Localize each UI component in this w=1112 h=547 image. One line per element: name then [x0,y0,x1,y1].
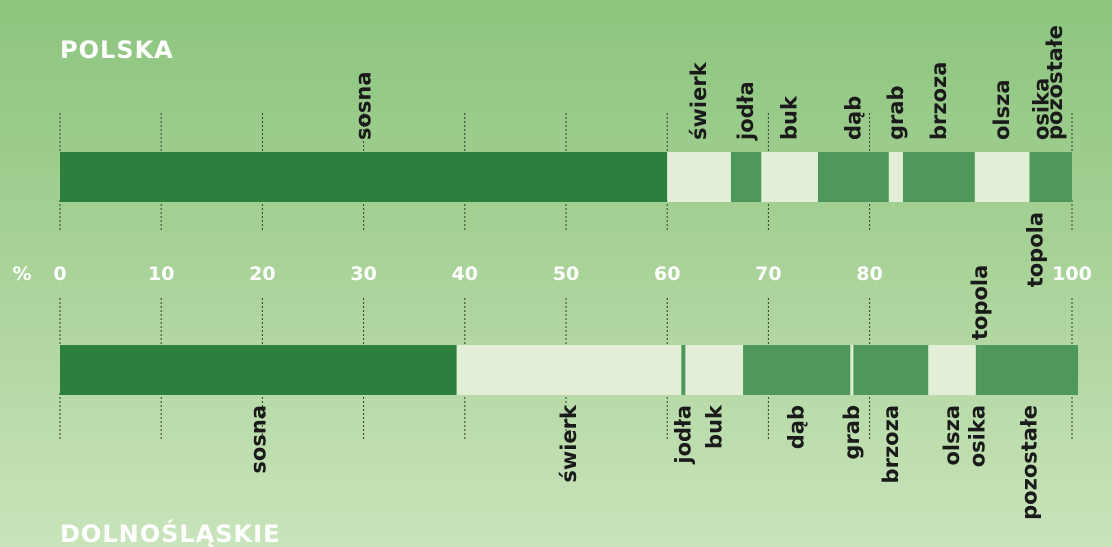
bar-segment-1-3 [685,345,744,395]
bar-segment-1-6 [853,345,929,395]
segment-label: olsza [940,405,964,466]
bar-segment-1-2 [681,345,686,395]
segment-label: olsza [990,79,1014,140]
tick-label: 10 [148,263,174,285]
bar-segment-0-8 [1029,152,1034,202]
segment-label: buk [778,95,802,140]
tick-label: 70 [755,263,781,285]
bar-segment-1-9 [978,345,981,395]
bar-segment-0-10 [1037,152,1072,202]
bar-segment-0-5 [888,152,903,202]
segment-label: dąb [841,96,865,140]
segment-label: sosna [352,71,376,140]
bar-segment-0-4 [817,152,889,202]
bar-segment-1-7 [928,345,976,395]
segment-label: brzoza [927,62,951,140]
segment-label: grab [884,85,908,140]
segment-label: osika [965,405,989,467]
tick-label: 100 [1052,263,1092,285]
bar-segment-0-7 [974,152,1030,202]
segment-label: dąb [785,405,809,449]
segment-label: osika [1030,78,1054,140]
segment-label: topola [1024,212,1048,287]
segment-label: topola [968,265,992,340]
segment-label: grab [840,405,864,460]
tick-label: 60 [654,263,680,285]
segment-label: świerk [557,404,581,483]
tick-label: 30 [350,263,376,285]
bar-segment-0-3 [761,152,818,202]
tick-label: 40 [452,263,478,285]
bar-segment-1-10 [980,345,1079,395]
bar-segment-0-0 [60,152,668,202]
segment-label: buk [702,404,726,449]
tick-label: 50 [553,263,579,285]
segment-label: jodła [734,81,758,141]
tick-label: 80 [856,263,882,285]
bar-segment-1-0 [60,345,457,395]
segment-label: jodła [671,405,695,465]
bar-segment-1-4 [743,345,851,395]
tick-label: 20 [249,263,275,285]
segment-label: sosna [246,405,270,474]
segment-label: pozostałe [1017,405,1041,520]
bar-title: POLSKA [60,36,174,64]
bar-segment-0-2 [730,152,762,202]
bar-title: DOLNOŚLĄSKIE [60,518,280,547]
tick-label: 0 [53,263,66,285]
bar-segment-0-6 [902,152,975,202]
bar-segment-0-9 [1033,152,1038,202]
segment-label: świerk [687,61,711,140]
bar-segment-1-1 [456,345,682,395]
bar-segment-0-1 [667,152,731,202]
bar-segment-1-5 [850,345,854,395]
bar-segment-1-8 [975,345,979,395]
segment-label: brzoza [879,405,903,483]
segment-label: pozostałe [1043,25,1067,140]
axis-unit-label: % [12,263,31,285]
